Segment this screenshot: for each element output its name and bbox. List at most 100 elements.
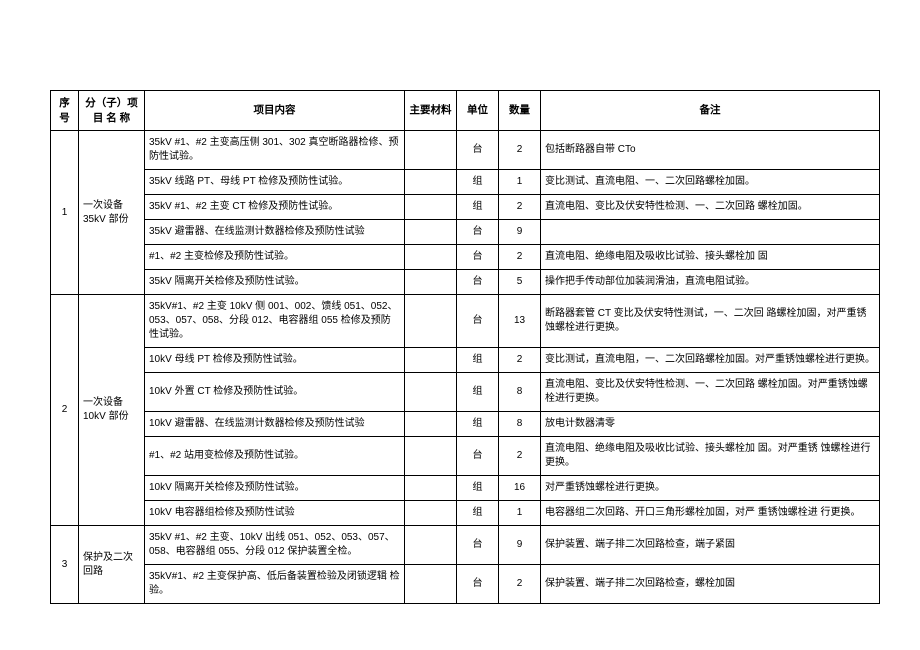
table-row: 10kV 外置 CT 检修及预防性试验。 组8直流电阻、变比及伏安特性检测、一、二… bbox=[51, 373, 880, 412]
cell-content: 35kV#1、#2 主变 10kV 侧 001、002、馈线 051、052、0… bbox=[145, 295, 405, 348]
cell-content: 35kV 隔离开关检修及预防性试验。 bbox=[145, 270, 405, 295]
cell-remark: 保护装置、端子排二次回路检查，螺栓加固 bbox=[541, 565, 880, 604]
cell-qty: 9 bbox=[499, 526, 541, 565]
cell-remark: 操作把手传动部位加装润滑油，直流电阻试验。 bbox=[541, 270, 880, 295]
table-row: 35kV 避雷器、在线监测计数器检修及预防性试验 台9 bbox=[51, 220, 880, 245]
cell-unit: 组 bbox=[457, 373, 499, 412]
cell-qty: 1 bbox=[499, 170, 541, 195]
cell-material bbox=[405, 220, 457, 245]
cell-remark bbox=[541, 220, 880, 245]
table-row: 35kV#1、#2 主变保护高、低后备装置检验及闭锁逻辑 检验。 台2保护装置、端… bbox=[51, 565, 880, 604]
cell-content: 35kV #1、#2 主变高压侧 301、302 真空断路器检修、预防性试验。 bbox=[145, 131, 405, 170]
cell-material bbox=[405, 195, 457, 220]
cell-qty: 2 bbox=[499, 245, 541, 270]
table-row: 10kV 隔离开关检修及预防性试验。 组16对严重锈蚀螺栓进行更换。 bbox=[51, 476, 880, 501]
cell-material bbox=[405, 373, 457, 412]
table-row: 10kV 母线 PT 检修及预防性试验。 组2变比测试，直流电阻，一、二次回路螺栓… bbox=[51, 348, 880, 373]
cell-material bbox=[405, 131, 457, 170]
cell-unit: 台 bbox=[457, 245, 499, 270]
cell-content: 35kV #1、#2 主变 CT 检修及预防性试验。 bbox=[145, 195, 405, 220]
table-row: #1、#2 主变检修及预防性试验。 台2直流电阻、绝缘电阻及吸收比试验、接头螺栓加… bbox=[51, 245, 880, 270]
cell-remark: 直流电阻、变比及伏安特性检测、一、二次回路 螺栓加固。 bbox=[541, 195, 880, 220]
header-content: 项目内容 bbox=[145, 91, 405, 131]
cell-unit: 台 bbox=[457, 131, 499, 170]
cell-material bbox=[405, 501, 457, 526]
cell-sub: 保护及二次 回路 bbox=[79, 526, 145, 604]
cell-unit: 组 bbox=[457, 348, 499, 373]
table-row: #1、#2 站用变检修及预防性试验。 台2直流电阻、绝缘电阻及吸收比试验、接头螺栓… bbox=[51, 437, 880, 476]
cell-unit: 组 bbox=[457, 170, 499, 195]
header-sub: 分（子）项目 名 称 bbox=[79, 91, 145, 131]
header-seq: 序 号 bbox=[51, 91, 79, 131]
table-row: 2一次设备 10kV 部份35kV#1、#2 主变 10kV 侧 001、002… bbox=[51, 295, 880, 348]
cell-remark: 保护装置、端子排二次回路检查，端子紧固 bbox=[541, 526, 880, 565]
cell-qty: 2 bbox=[499, 348, 541, 373]
cell-material bbox=[405, 245, 457, 270]
table-row: 35kV 隔离开关检修及预防性试验。台5操作把手传动部位加装润滑油，直流电阻试验… bbox=[51, 270, 880, 295]
header-remark: 备注 bbox=[541, 91, 880, 131]
cell-remark: 电容器组二次回路、开口三角形螺栓加固，对严 重锈蚀螺栓进 行更换。 bbox=[541, 501, 880, 526]
cell-unit: 台 bbox=[457, 270, 499, 295]
cell-remark: 放电计数器清零 bbox=[541, 412, 880, 437]
cell-material bbox=[405, 437, 457, 476]
header-qty: 数量 bbox=[499, 91, 541, 131]
table-body: 1 一次设备 35kV 部份35kV #1、#2 主变高压侧 301、302 真空… bbox=[51, 131, 880, 604]
cell-material bbox=[405, 476, 457, 501]
cell-unit: 台 bbox=[457, 526, 499, 565]
cell-remark: 变比测试，直流电阻，一、二次回路螺栓加固。对严重锈蚀螺栓进行更换。 bbox=[541, 348, 880, 373]
cell-unit: 组 bbox=[457, 195, 499, 220]
cell-unit: 台 bbox=[457, 295, 499, 348]
cell-material bbox=[405, 295, 457, 348]
cell-content: #1、#2 主变检修及预防性试验。 bbox=[145, 245, 405, 270]
cell-unit: 组 bbox=[457, 412, 499, 437]
cell-unit: 台 bbox=[457, 565, 499, 604]
cell-content: 35kV#1、#2 主变保护高、低后备装置检验及闭锁逻辑 检验。 bbox=[145, 565, 405, 604]
cell-content: 10kV 外置 CT 检修及预防性试验。 bbox=[145, 373, 405, 412]
cell-content: 10kV 母线 PT 检修及预防性试验。 bbox=[145, 348, 405, 373]
cell-material bbox=[405, 565, 457, 604]
equipment-table: 序 号 分（子）项目 名 称 项目内容 主要材料 单位 数量 备注 1 一次设备 … bbox=[50, 90, 880, 604]
cell-qty: 13 bbox=[499, 295, 541, 348]
table-row: 10kV 电容器组检修及预防性试验 组1电容器组二次回路、开口三角形螺栓加固，对严… bbox=[51, 501, 880, 526]
cell-unit: 台 bbox=[457, 437, 499, 476]
cell-content: 10kV 避雷器、在线监测计数器检修及预防性试验 bbox=[145, 412, 405, 437]
cell-qty: 8 bbox=[499, 373, 541, 412]
cell-content: 10kV 隔离开关检修及预防性试验。 bbox=[145, 476, 405, 501]
cell-material bbox=[405, 348, 457, 373]
cell-remark: 直流电阻、绝缘电阻及吸收比试验、接头螺栓加 固。对严重锈 蚀螺栓进行更换。 bbox=[541, 437, 880, 476]
cell-remark: 变比测试、直流电阻、一、二次回路螺栓加固。 bbox=[541, 170, 880, 195]
cell-content: #1、#2 站用变检修及预防性试验。 bbox=[145, 437, 405, 476]
cell-material bbox=[405, 170, 457, 195]
cell-seq: 2 bbox=[51, 295, 79, 526]
cell-content: 35kV 线路 PT、母线 PT 检修及预防性试验。 bbox=[145, 170, 405, 195]
cell-seq: 3 bbox=[51, 526, 79, 604]
cell-content: 10kV 电容器组检修及预防性试验 bbox=[145, 501, 405, 526]
cell-remark: 直流电阻、绝缘电阻及吸收比试验、接头螺栓加 固 bbox=[541, 245, 880, 270]
cell-qty: 2 bbox=[499, 131, 541, 170]
cell-qty: 2 bbox=[499, 195, 541, 220]
table-row: 10kV 避雷器、在线监测计数器检修及预防性试验 组8放电计数器清零 bbox=[51, 412, 880, 437]
cell-qty: 9 bbox=[499, 220, 541, 245]
cell-qty: 8 bbox=[499, 412, 541, 437]
table-row: 1一次设备 35kV 部份35kV #1、#2 主变高压侧 301、302 真空… bbox=[51, 131, 880, 170]
cell-qty: 1 bbox=[499, 501, 541, 526]
cell-unit: 台 bbox=[457, 220, 499, 245]
cell-unit: 组 bbox=[457, 501, 499, 526]
cell-sub: 一次设备 35kV 部份 bbox=[79, 131, 145, 295]
cell-qty: 2 bbox=[499, 437, 541, 476]
cell-qty: 2 bbox=[499, 565, 541, 604]
cell-content: 35kV #1、#2 主变、10kV 出线 051、052、053、057、05… bbox=[145, 526, 405, 565]
cell-remark: 对严重锈蚀螺栓进行更换。 bbox=[541, 476, 880, 501]
cell-material bbox=[405, 270, 457, 295]
cell-remark: 直流电阻、变比及伏安特性检测、一、二次回路 螺栓加固。对严重锈蚀螺栓进行更换。 bbox=[541, 373, 880, 412]
table-row: 35kV #1、#2 主变 CT 检修及预防性试验。 组2直流电阻、变比及伏安特性… bbox=[51, 195, 880, 220]
cell-qty: 16 bbox=[499, 476, 541, 501]
cell-sub: 一次设备 10kV 部份 bbox=[79, 295, 145, 526]
cell-material bbox=[405, 412, 457, 437]
header-material: 主要材料 bbox=[405, 91, 457, 131]
header-unit: 单位 bbox=[457, 91, 499, 131]
table-header: 序 号 分（子）项目 名 称 项目内容 主要材料 单位 数量 备注 bbox=[51, 91, 880, 131]
cell-unit: 组 bbox=[457, 476, 499, 501]
table-row: 35kV 线路 PT、母线 PT 检修及预防性试验。 组1变比测试、直流电阻、一、… bbox=[51, 170, 880, 195]
cell-content: 35kV 避雷器、在线监测计数器检修及预防性试验 bbox=[145, 220, 405, 245]
